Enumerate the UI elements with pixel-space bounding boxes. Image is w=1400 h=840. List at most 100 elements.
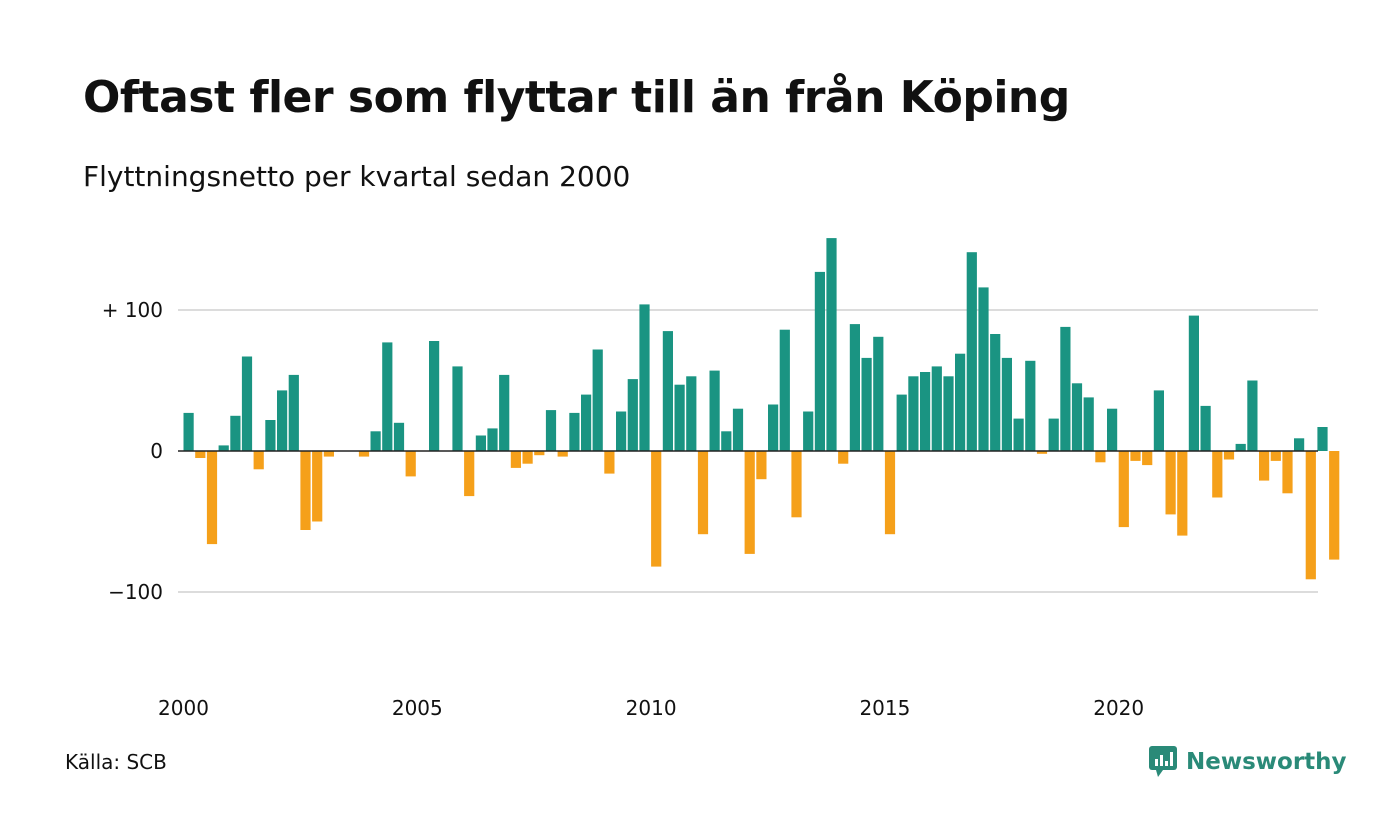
bar-2006-k4: [499, 374, 510, 451]
bar-2002-k1: [277, 390, 288, 451]
bar-2015-k4: [920, 372, 931, 451]
bar-2007-k1: [510, 451, 521, 468]
bar-2019-k3: [1095, 451, 1106, 463]
bar-2020-k1: [1118, 451, 1129, 528]
x-axis-ticks: 2000 2005 2010 2015 2020: [158, 696, 1144, 720]
gridlines: [178, 309, 1318, 593]
bar-2007-k4: [545, 410, 557, 451]
bar-2006-k1: [464, 451, 475, 497]
bar-2019-k4: [1107, 408, 1118, 451]
bar-2023-k2: [1270, 451, 1281, 461]
bar-2018-k3: [1048, 418, 1059, 451]
chart-subtitle: Flyttningsnetto per kvartal sedan 2000: [83, 160, 631, 193]
bar-2007-k3: [534, 451, 545, 456]
bar-2004-k2: [382, 342, 393, 451]
bar-2015-k2: [896, 394, 907, 451]
bar-2014-k1: [838, 451, 849, 464]
bar-2008-k2: [569, 412, 580, 451]
bar-2022-k3: [1235, 443, 1246, 451]
y-tick-label: 0: [150, 439, 163, 463]
bar-2014-k2: [849, 324, 860, 451]
bar-2013-k4: [826, 238, 837, 451]
bar-2002-k2: [288, 374, 299, 451]
bar-2021-k2: [1177, 451, 1188, 536]
bar-2017-k4: [1013, 418, 1024, 451]
bar-2023-k4: [1294, 438, 1305, 451]
newsworthy-logo-icon: [1149, 746, 1177, 777]
bar-2016-k1: [931, 366, 942, 451]
brand-logo: Newsworthy: [1148, 745, 1347, 779]
bar-2008-k4: [592, 349, 603, 451]
chart-title: Oftast fler som flyttar till än från Köp…: [83, 72, 1070, 123]
bar-2009-k2: [616, 411, 627, 451]
bar-2015-k3: [908, 376, 919, 451]
bar-2016-k2: [943, 376, 954, 451]
bar-2019-k2: [1083, 397, 1094, 451]
bar-2017-k1: [978, 287, 989, 451]
y-tick-label: + 100: [102, 298, 163, 322]
x-tick-label: 2005: [392, 696, 443, 720]
bar-2001-k2: [241, 356, 253, 451]
bar-2013-k2: [803, 411, 814, 451]
x-tick-label: 2020: [1093, 696, 1144, 720]
bar-2001-k3: [253, 451, 264, 470]
bar-2009-k1: [604, 451, 615, 474]
bar-2006-k2: [475, 435, 486, 451]
bar-2021-k1: [1165, 451, 1176, 515]
bar-2013-k3: [814, 271, 825, 451]
bar-2018-k1: [1025, 360, 1036, 451]
bar-2002-k4: [312, 451, 323, 522]
bar-2000-k1: [183, 412, 194, 451]
bar-2012-k1: [744, 451, 755, 554]
bar-2017-k2: [990, 334, 1001, 451]
bar-2024-k1: [1305, 451, 1316, 580]
bar-2004-k1: [370, 431, 381, 451]
bar-2021-k3: [1188, 315, 1199, 451]
bar-2008-k3: [581, 394, 592, 451]
bar-2010-k3: [674, 384, 685, 451]
bar-chart: + 100 0 −100 2000 2005 2010 2015 2020: [102, 238, 1340, 720]
bar-2000-k2: [195, 451, 206, 458]
bar-2012-k2: [756, 451, 767, 480]
source-note: Källa: SCB: [65, 750, 167, 774]
bar-2000-k4: [218, 445, 229, 451]
bar-2011-k1: [697, 451, 709, 535]
bar-2005-k4: [452, 366, 463, 451]
bar-2023-k1: [1259, 451, 1270, 481]
bar-2015-k1: [884, 451, 896, 535]
bar-2003-k4: [358, 451, 370, 457]
x-tick-label: 2010: [626, 696, 677, 720]
bar-2005-k2: [429, 341, 440, 451]
x-tick-label: 2015: [859, 696, 910, 720]
bar-2020-k3: [1142, 451, 1153, 466]
bar-2020-k2: [1130, 451, 1141, 461]
bar-2002-k3: [300, 451, 311, 530]
bar-2024-k2: [1317, 427, 1328, 451]
bar-2023-k3: [1282, 451, 1293, 494]
bar-2001-k1: [230, 415, 241, 452]
bar-2016-k3: [955, 353, 966, 451]
bar-2009-k3: [627, 379, 638, 451]
bar-2009-k4: [639, 304, 650, 451]
y-axis-ticks: + 100 0 −100: [102, 298, 163, 604]
bar-2013-k1: [791, 451, 802, 518]
bar-2001-k4: [265, 420, 276, 451]
bar-2011-k2: [709, 370, 720, 451]
bar-2024-k3: [1329, 451, 1340, 560]
bar-2018-k2: [1036, 451, 1048, 454]
bar-2022-k2: [1223, 451, 1235, 460]
bar-2021-k4: [1200, 405, 1211, 451]
x-tick-label: 2000: [158, 696, 209, 720]
bar-2004-k3: [393, 422, 405, 451]
bar-2022-k1: [1212, 451, 1223, 498]
bars: [183, 238, 1340, 580]
bar-2007-k2: [522, 451, 533, 464]
bar-2004-k4: [405, 451, 416, 477]
bar-2022-k4: [1247, 380, 1258, 451]
bar-2008-k1: [557, 451, 568, 457]
bar-2020-k4: [1153, 390, 1164, 451]
bar-2012-k3: [768, 404, 779, 451]
bar-2018-k4: [1060, 326, 1071, 451]
bar-2006-k3: [487, 428, 498, 451]
brand-name: Newsworthy: [1186, 749, 1347, 775]
